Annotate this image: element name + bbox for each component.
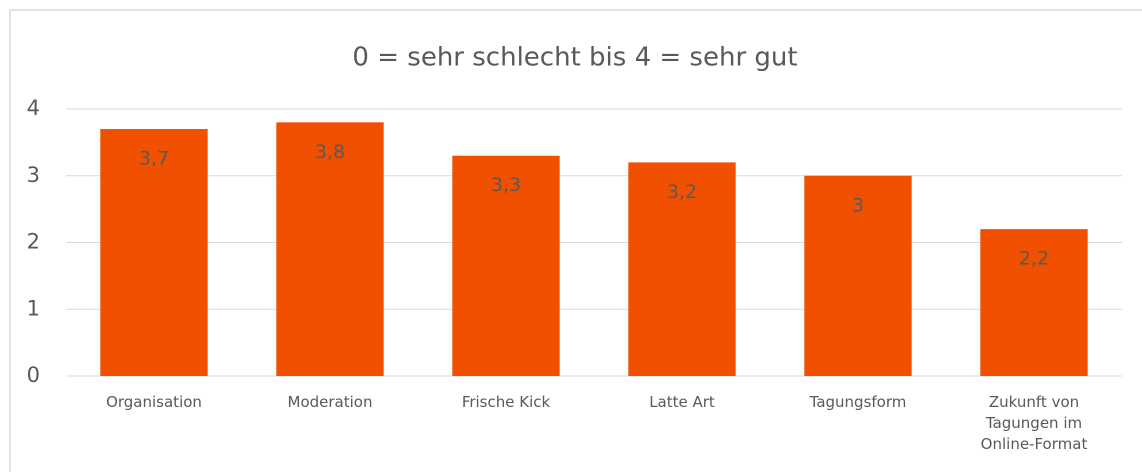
data-label: 3,8 xyxy=(315,141,345,163)
y-tick-label: 0 xyxy=(27,363,40,387)
data-label: 3,2 xyxy=(667,181,697,203)
bar xyxy=(276,122,384,376)
data-label: 3,3 xyxy=(491,174,521,196)
data-label: 2,2 xyxy=(1019,248,1049,270)
x-tick-label: Zukunft von Tagungen im Online-Format xyxy=(980,393,1088,453)
y-tick-label: 3 xyxy=(27,163,40,187)
y-tick-label: 1 xyxy=(27,296,40,320)
y-tick-label: 4 xyxy=(27,96,40,120)
data-label: 3,7 xyxy=(139,148,169,170)
chart-title: 0 = sehr schlecht bis 4 = sehr gut xyxy=(352,43,797,73)
bar xyxy=(804,175,912,376)
x-tick-label: Latte Art xyxy=(649,393,715,411)
x-tick-label: Frische Kick xyxy=(461,393,551,411)
x-tick-label: Tagungsform xyxy=(809,393,907,411)
y-tick-label: 2 xyxy=(27,230,40,254)
bar xyxy=(980,229,1088,376)
x-tick-label: Organisation xyxy=(106,393,202,411)
bar xyxy=(628,162,736,376)
data-label: 3 xyxy=(852,194,864,216)
bar xyxy=(452,155,560,376)
x-tick-label: Moderation xyxy=(287,393,373,411)
bar xyxy=(100,129,208,376)
